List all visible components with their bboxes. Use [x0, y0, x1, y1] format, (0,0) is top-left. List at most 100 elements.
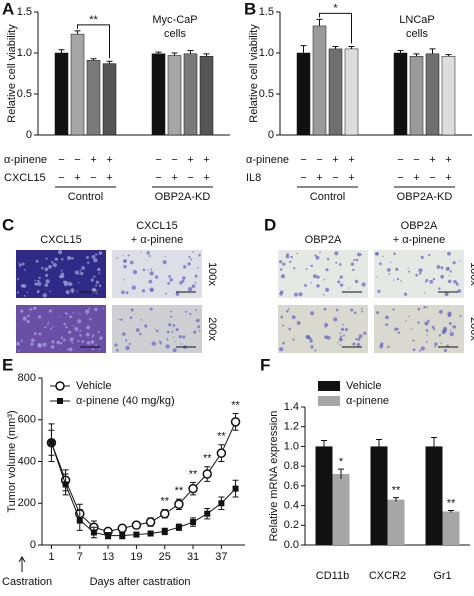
stained-cell [333, 317, 338, 322]
stained-cell [50, 327, 52, 330]
stained-cell [61, 258, 64, 261]
stained-cell [45, 273, 49, 277]
panel-letter: C [2, 215, 14, 234]
stained-cell [21, 262, 25, 266]
stained-cell [166, 330, 170, 334]
error-bar [332, 45, 339, 49]
stained-cell [448, 321, 452, 325]
cell-line-label: cells [164, 28, 187, 40]
stained-cell [449, 270, 453, 273]
stained-cell [393, 252, 396, 256]
stained-cell [408, 315, 410, 318]
y-tick-label: 1.0 [284, 440, 299, 452]
x-tick-label: 1 [48, 551, 54, 563]
stained-cell [125, 291, 129, 295]
group-label: OBP2A-KD [155, 191, 211, 203]
stained-cell [128, 342, 131, 346]
stained-cell [174, 341, 176, 343]
stained-cell [348, 287, 350, 289]
bar [183, 53, 198, 136]
bar [328, 48, 343, 136]
stained-cell [457, 289, 462, 293]
stained-cell [396, 327, 399, 330]
stained-cell [315, 255, 320, 260]
row-label: 200x [468, 317, 474, 341]
stained-cell [357, 252, 361, 257]
stained-cell [34, 279, 36, 282]
x-tick-label: CXCR2 [369, 570, 406, 582]
stained-cell [310, 282, 312, 284]
stained-cell [455, 282, 459, 286]
stained-cell [98, 272, 101, 275]
condition-sign: − [316, 154, 322, 166]
stained-cell [98, 348, 101, 350]
stained-cell [344, 328, 348, 332]
stained-cell [18, 262, 20, 264]
stained-cell [455, 281, 458, 284]
condition-sign: + [316, 172, 322, 184]
stained-cell [447, 266, 450, 269]
y-tick-label: 400 [18, 455, 36, 467]
bar [442, 511, 460, 545]
stained-cell [426, 334, 428, 336]
stained-cell [148, 279, 153, 284]
stained-cell [44, 326, 47, 329]
stained-cell [47, 321, 50, 324]
stained-cell [165, 344, 170, 349]
significance-label: ** [392, 485, 401, 497]
bar [425, 446, 443, 545]
stained-cell [79, 313, 81, 315]
condition-sign: − [397, 154, 403, 166]
stained-cell [182, 276, 186, 280]
stained-cell [65, 290, 70, 295]
stained-cell [390, 261, 392, 264]
bar [387, 499, 405, 545]
error-bar [338, 468, 344, 479]
stained-cell [400, 280, 402, 282]
stained-cell [23, 269, 26, 271]
legend-swatch [318, 381, 340, 391]
stained-cell [310, 311, 315, 316]
stained-cell [91, 348, 94, 351]
castration-label: Castration [2, 576, 52, 588]
stained-cell [279, 292, 283, 296]
stained-cell [95, 280, 100, 284]
stained-cell [17, 278, 20, 281]
stained-cell [194, 274, 198, 278]
bar [296, 52, 311, 136]
stained-cell [37, 282, 42, 287]
stained-cell [77, 319, 82, 324]
stained-cell [296, 320, 301, 325]
stained-cell [419, 349, 422, 352]
error-bar [155, 51, 162, 54]
stained-cell [361, 282, 366, 287]
stained-cell [431, 325, 435, 329]
stained-cell [175, 328, 179, 332]
stained-cell [87, 261, 90, 264]
row-label: 200x [206, 317, 218, 341]
stained-cell [377, 289, 381, 293]
marker [159, 508, 170, 519]
stained-cell [326, 257, 330, 261]
stained-cell [447, 251, 451, 256]
condition-sign: − [155, 172, 161, 184]
column-label: + α-pinene [131, 234, 184, 246]
stained-cell [140, 319, 143, 321]
stained-cell [337, 280, 341, 284]
stained-cell [182, 335, 186, 339]
stained-cell [392, 279, 395, 281]
stained-cell [323, 307, 327, 311]
stained-cell [79, 269, 82, 272]
stained-cell [358, 334, 363, 339]
error-bar [106, 60, 113, 64]
stained-cell [22, 316, 27, 321]
stained-cell [18, 263, 22, 267]
stained-cell [417, 307, 421, 311]
cell-line-label: cells [406, 28, 429, 40]
stained-cell [459, 260, 461, 262]
error-bar [187, 50, 194, 54]
stained-cell [154, 328, 156, 330]
cell-line-label: Myc-CaP [152, 14, 197, 26]
stained-cell [38, 332, 42, 336]
stained-cell [63, 322, 67, 326]
